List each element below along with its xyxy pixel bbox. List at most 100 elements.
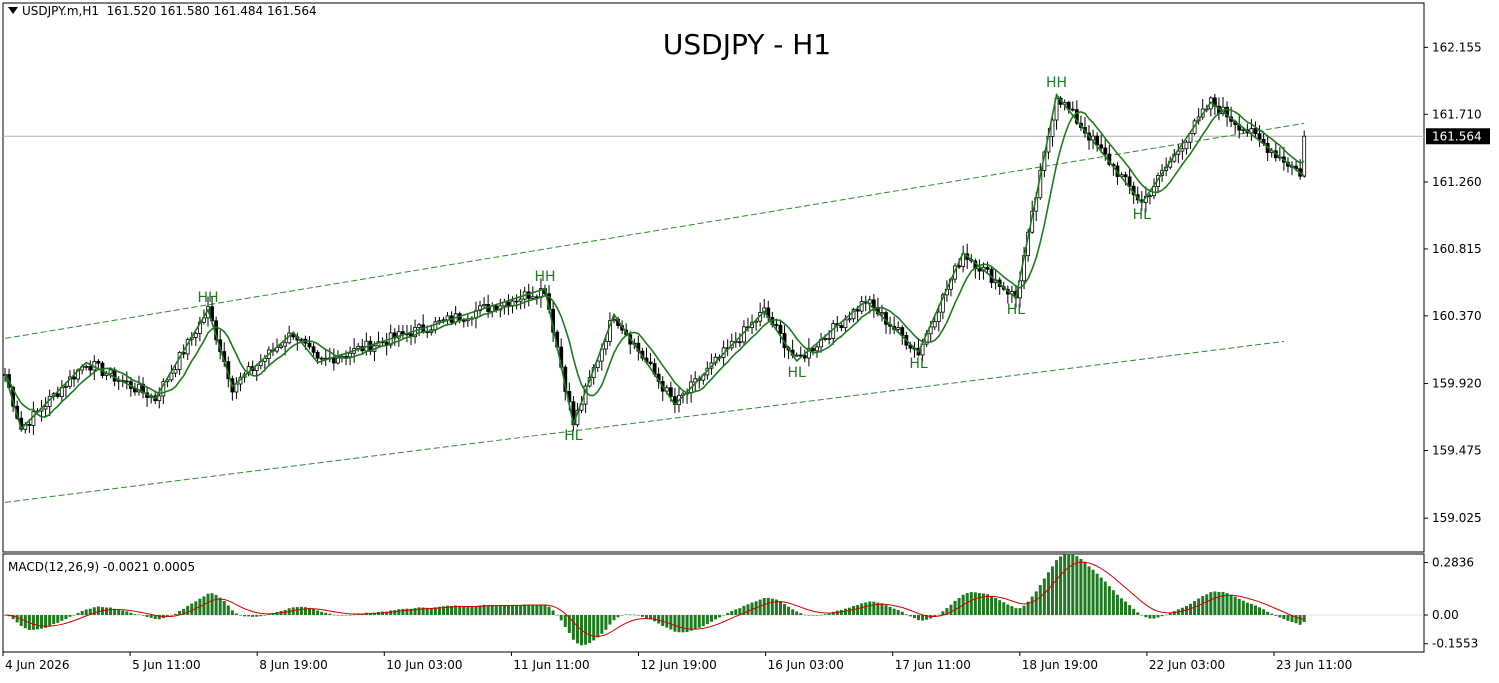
macd-bar [267, 614, 271, 616]
candle-body [506, 301, 511, 307]
macd-bar [312, 608, 316, 616]
macd-bar [730, 610, 734, 616]
macd-bar [251, 615, 255, 617]
macd-bar [137, 614, 141, 616]
macd-bar [1221, 591, 1225, 616]
macd-bar [470, 606, 474, 616]
macd-bar [653, 615, 657, 622]
macd-bar [44, 615, 48, 628]
macd-bar [1164, 614, 1168, 616]
macd-bar [454, 605, 458, 616]
macd-bar [1030, 596, 1034, 616]
macd-bar [96, 606, 100, 616]
macd-bar [19, 615, 23, 627]
macd-bar [1262, 609, 1266, 616]
macd-bar [1253, 605, 1257, 616]
candle-body [283, 342, 288, 347]
candle-body [1099, 144, 1104, 149]
candle-body [441, 319, 446, 322]
candle-body [774, 324, 779, 326]
candle-body [648, 361, 653, 365]
macd-bar [1091, 569, 1095, 616]
macd-bar [1018, 608, 1022, 616]
candle-body [234, 383, 239, 393]
candle-body [348, 352, 353, 358]
macd-bar [174, 613, 178, 616]
macd-bar [575, 615, 579, 644]
macd-bar [291, 607, 295, 616]
macd-bar [933, 615, 937, 617]
macd-bar [490, 604, 494, 616]
candle-body [64, 385, 68, 388]
macd-bar [770, 598, 774, 616]
y-tick-label: 162.155 [1432, 40, 1482, 54]
macd-bar [884, 605, 888, 616]
macd-bar [953, 600, 957, 616]
macd-bar [1298, 615, 1302, 625]
macd-bar [462, 606, 466, 616]
macd-tick-label: -0.1553 [1432, 637, 1478, 651]
macd-bar [689, 615, 693, 631]
macd-bar [157, 615, 161, 620]
macd-bar [1042, 578, 1046, 616]
candle-body [169, 372, 174, 381]
y-tick-label: 160.815 [1432, 242, 1482, 256]
macd-bar [210, 593, 214, 616]
candle-body [400, 331, 405, 335]
candle-body [84, 365, 89, 368]
macd-bar [981, 593, 985, 616]
macd-bar [340, 615, 344, 616]
macd-bar [1233, 596, 1237, 616]
macd-bar [766, 597, 770, 616]
dropdown-triangle-icon[interactable] [8, 7, 18, 14]
macd-bar [1071, 553, 1075, 616]
macd-bar [762, 597, 766, 616]
macd-bar [1022, 605, 1026, 616]
macd-bar [783, 604, 787, 616]
candle-body [417, 324, 422, 328]
macd-bar [222, 601, 226, 616]
macd-bar [990, 596, 994, 616]
macd-bar [84, 609, 88, 616]
candle-body [1050, 119, 1055, 137]
macd-bar [1270, 613, 1274, 616]
macd-bar [734, 609, 738, 616]
candle-body [534, 296, 539, 299]
macd-bar [559, 615, 563, 621]
macd-bar [1278, 615, 1282, 618]
macd-bar [677, 615, 681, 633]
macd-bar [998, 600, 1002, 616]
label-higher-low: HL [788, 365, 807, 381]
candle-body [1095, 135, 1100, 146]
macd-bar [1103, 581, 1107, 616]
macd-bar [912, 615, 916, 619]
macd-bar [182, 608, 186, 616]
candle-body [1123, 174, 1128, 178]
macd-bar [230, 610, 234, 616]
zigzag-line [4, 92, 1305, 431]
macd-bar [705, 615, 709, 625]
macd-bar [1274, 615, 1278, 616]
macd-bar [320, 611, 324, 616]
macd-bar [1120, 598, 1123, 616]
candle-body [811, 347, 815, 352]
macd-bar [791, 609, 795, 616]
macd-bar [344, 615, 348, 616]
macd-bar [153, 615, 157, 619]
macd-bar [76, 613, 80, 616]
macd-bar [1050, 566, 1054, 616]
macd-bar [299, 606, 303, 616]
macd-bar [661, 615, 665, 627]
macd-bar [1115, 594, 1119, 616]
macd-bar [860, 603, 864, 616]
macd-bar [596, 615, 600, 638]
candle-body [823, 338, 828, 340]
candle-body [1257, 133, 1262, 140]
macd-bar [1160, 615, 1164, 617]
macd-bar [551, 610, 555, 616]
macd-bar [632, 614, 636, 616]
label-higher-high: HH [1046, 75, 1067, 91]
macd-bar [1258, 607, 1262, 616]
